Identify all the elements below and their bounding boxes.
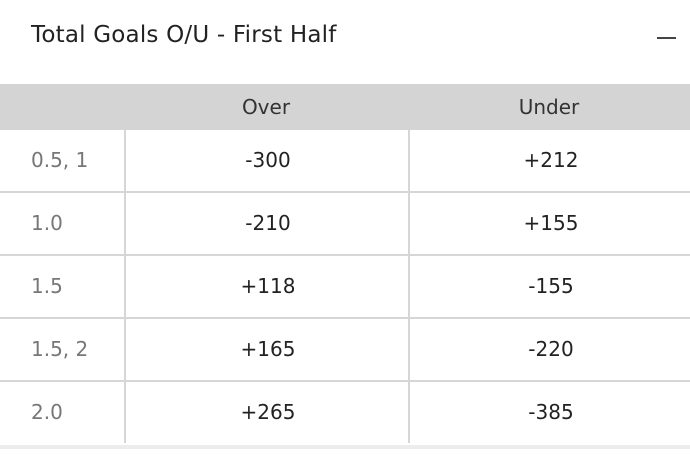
line-label: 1.5 [31,274,63,298]
header-under: Under [518,95,580,119]
bottom-divider [0,445,690,449]
over-odds-button[interactable]: +265 [124,382,410,443]
line-label: 1.5, 2 [31,337,89,361]
under-odds-button[interactable]: -155 [408,256,690,317]
over-odds-button[interactable]: -210 [124,193,410,254]
header-over: Over [241,95,291,119]
minus-icon[interactable] [657,37,676,39]
under-odds-button[interactable]: +212 [408,130,690,191]
under-odds-button[interactable]: -385 [408,382,690,443]
table-row: 1.0 -210 +155 [0,193,690,256]
over-odds-button[interactable]: +118 [124,256,410,317]
under-odds-button[interactable]: -220 [408,319,690,380]
table-header: Over Under [0,84,690,130]
table-row: 2.0 +265 -385 [0,382,690,445]
table-row: 0.5, 1 -300 +212 [0,130,690,193]
table-row: 1.5 +118 -155 [0,256,690,319]
table-row: 1.5, 2 +165 -220 [0,319,690,382]
market-title: Total Goals O/U - First Half [31,22,337,48]
line-label: 0.5, 1 [31,148,89,172]
over-odds-button[interactable]: +165 [124,319,410,380]
over-odds-button[interactable]: -300 [124,130,410,191]
under-odds-button[interactable]: +155 [408,193,690,254]
line-label: 1.0 [31,211,63,235]
line-label: 2.0 [31,400,63,424]
